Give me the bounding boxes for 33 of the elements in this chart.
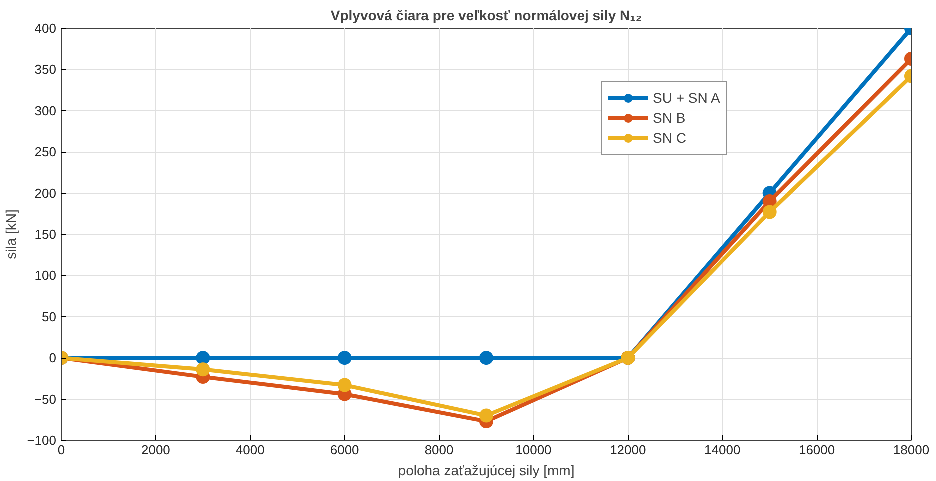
x-tick-label: 10000 (516, 442, 552, 458)
y-axis-title: sila [kN] (3, 210, 20, 260)
y-tick-label: 150 (34, 227, 57, 242)
x-tick-label: 4000 (236, 442, 265, 458)
y-tick-label: 50 (42, 309, 57, 324)
y-tick-label: −50 (34, 392, 57, 407)
x-tick-label: 8000 (424, 442, 454, 458)
legend-label: SN B (653, 110, 686, 126)
y-tick-label: 300 (34, 103, 57, 118)
legend-label: SN C (653, 130, 686, 146)
legend-label: SU + SN A (653, 90, 720, 106)
x-axis-title: poloha zaťažujúcej sily [mm] (398, 462, 575, 478)
x-tick-label: 18000 (893, 442, 930, 458)
y-tick-label: 350 (34, 62, 57, 78)
x-tick-label: 16000 (798, 442, 836, 458)
chart-title: Vplyvová čiara pre veľkosť normálovej sily N₁₂ (330, 8, 642, 24)
point (480, 408, 494, 423)
x-tick-label: 12000 (610, 442, 646, 458)
point (762, 205, 777, 220)
x-tick-label: 14000 (704, 442, 741, 458)
y-tick-label: −100 (27, 433, 57, 448)
x-tick-label: 6000 (330, 442, 360, 458)
point (480, 351, 494, 366)
point (338, 378, 352, 392)
y-tick-label: 400 (34, 21, 57, 36)
y-tick-label: 100 (34, 268, 57, 284)
x-tick-label: 2000 (141, 442, 170, 458)
point (196, 362, 210, 377)
point (338, 351, 352, 366)
y-tick-label: 200 (34, 186, 57, 201)
point (196, 351, 210, 366)
y-tick-label: 250 (34, 144, 57, 160)
y-tick-label: 0 (49, 350, 57, 366)
